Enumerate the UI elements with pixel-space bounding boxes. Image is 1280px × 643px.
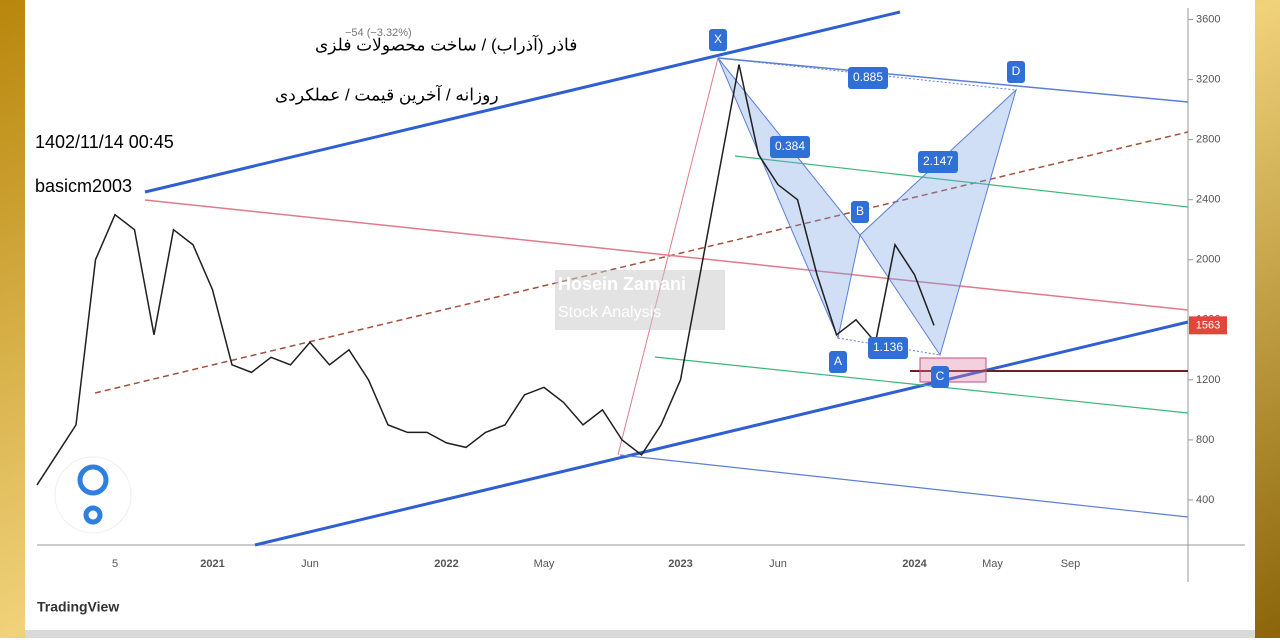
y-tick-label: 400 (1196, 494, 1214, 506)
subtitle: روزانه / آخرین قیمت / عملکردی (275, 83, 499, 105)
watermark-line: Stock Analysis (558, 304, 661, 321)
y-tick-label: 3600 (1196, 13, 1220, 25)
y-tick-label: 2400 (1196, 194, 1220, 206)
pattern-label-box (829, 351, 847, 373)
y-tick-label: 800 (1196, 434, 1214, 446)
brand: TradingView (37, 599, 119, 615)
x-tick-label: May (982, 558, 1003, 570)
x-tick-label: 2022 (434, 558, 458, 570)
x-tick-label: 2023 (668, 558, 692, 570)
drawings (94, 10, 1189, 547)
pattern-label-box (770, 136, 810, 158)
pattern-label: C (936, 369, 945, 383)
pattern-label-box (918, 151, 958, 173)
pattern-label-box (931, 366, 949, 388)
pattern-label: 1.136 (873, 340, 903, 354)
pattern-label-box (868, 337, 908, 359)
watermark-line: Hosein Zamani (558, 274, 686, 294)
x-tick-label: Sep (1061, 558, 1081, 570)
y-tick-label: 1200 (1196, 374, 1220, 386)
x-tick-label: May (534, 558, 555, 570)
pattern-label-box (709, 29, 727, 51)
pattern-label-box (848, 67, 888, 89)
pattern-label-box (851, 201, 869, 223)
x-tick-label: Jun (769, 558, 787, 570)
logo (54, 456, 132, 534)
pattern-label: B (856, 204, 864, 218)
x-tick-label: 2024 (902, 558, 927, 570)
y-tick-label: 3200 (1196, 73, 1220, 85)
pattern-label: X (714, 32, 722, 46)
pattern-label: 0.384 (775, 139, 805, 153)
y-tick-label: 2800 (1196, 134, 1220, 146)
author: basicm2003 (35, 176, 132, 196)
y-tick-label: 2000 (1196, 254, 1220, 266)
watermark: Hosein Zamani Stock Analysis (555, 270, 725, 330)
pattern-label: A (834, 354, 842, 368)
change: −54 (−3.32%) (345, 27, 412, 39)
x-tick-label: Jun (301, 558, 319, 570)
pattern-label: 2.147 (923, 154, 953, 168)
price-line (36, 64, 935, 486)
timestamp: 1402/11/14 00:45 (35, 132, 174, 152)
pattern-label: D (1012, 64, 1021, 78)
bottom-strip (25, 630, 1255, 638)
x-tick-label: 2021 (200, 558, 224, 570)
last-price-label: 1563 (1196, 319, 1220, 331)
pattern-label-box (1007, 61, 1025, 83)
last-price-box (1189, 316, 1227, 335)
title: فاذر (آذراب) / ساخت محصولات فلزی (315, 33, 577, 55)
x-tick-label: 5 (112, 558, 118, 570)
pattern-label: 0.885 (853, 70, 883, 84)
